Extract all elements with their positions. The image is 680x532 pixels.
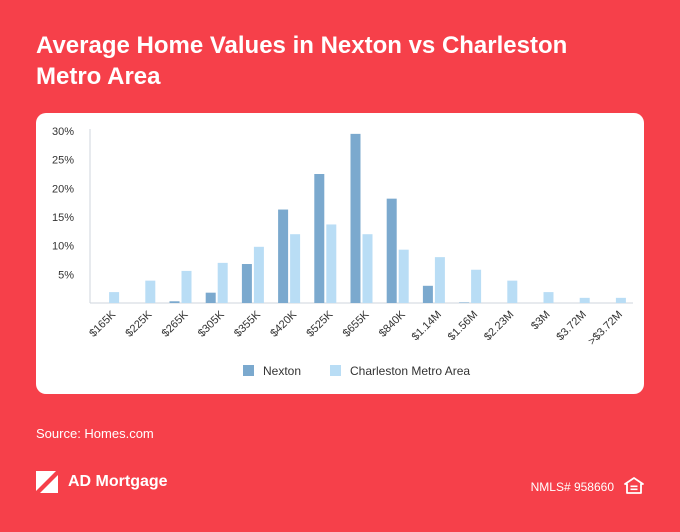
x-tick-label: $225K	[123, 308, 154, 339]
chart-card: 5% 10% 15% 20% 25% 30% $165K $225K $265K $305K $35…	[36, 113, 644, 394]
x-tick-label: $3.72M	[554, 309, 588, 343]
y-tick-label: 20%	[52, 183, 74, 195]
x-tick-label: $265K	[160, 308, 191, 339]
bar-charleston	[543, 292, 554, 303]
x-tick-label: $655K	[341, 308, 372, 339]
equal-housing-icon	[624, 477, 644, 494]
nmls-number: NMLS# 958660	[530, 480, 614, 494]
bar-charleston	[145, 280, 156, 303]
bar-charleston	[398, 249, 409, 303]
x-tick-label: $420K	[268, 308, 299, 339]
bar-nexton	[422, 285, 433, 303]
y-tick-label: 30%	[52, 126, 74, 138]
bar-charleston	[326, 224, 337, 303]
x-tick-label: $305K	[196, 308, 227, 339]
x-tick-label: $525K	[304, 308, 335, 339]
brand: AD Mortgage	[36, 471, 168, 493]
bar-nexton	[169, 301, 180, 303]
chart-title: Average Home Values in Nexton vs Charles…	[36, 32, 568, 90]
bar-charleston	[362, 234, 373, 303]
bar-charleston	[434, 257, 445, 303]
y-tick-label: 5%	[58, 269, 74, 281]
bar-chart: 5% 10% 15% 20% 25% 30% $165K $225K $265K $305K $35…	[52, 126, 633, 378]
y-tick-label: 10%	[52, 241, 74, 253]
bar-charleston	[109, 292, 120, 303]
legend-charleston-swatch	[330, 365, 341, 376]
brand-name: AD Mortgage	[68, 473, 168, 490]
legend-nexton-swatch	[243, 365, 254, 376]
bar-nexton	[205, 292, 216, 303]
x-tick-label: $840K	[377, 308, 408, 339]
bar-nexton	[459, 302, 470, 303]
x-tick-label: $1.14M	[410, 309, 444, 343]
bar-nexton	[386, 198, 397, 303]
x-tick-label: $3M	[529, 309, 553, 333]
y-tick-label: 15%	[52, 212, 74, 224]
bar-charleston	[615, 297, 626, 303]
bar-nexton	[278, 209, 289, 303]
bar-charleston	[471, 269, 482, 303]
x-tick-label: $165K	[87, 308, 118, 339]
bar-charleston	[253, 246, 264, 303]
bar-nexton	[241, 264, 252, 303]
bar-charleston	[290, 234, 301, 303]
legend-charleston-label: Charleston Metro Area	[350, 364, 470, 378]
bar-charleston	[181, 270, 192, 303]
legend-nexton-label: Nexton	[263, 364, 301, 378]
bar-charleston	[507, 280, 518, 303]
bar-nexton	[350, 133, 361, 303]
x-tick-label: >$3.72M	[586, 309, 625, 348]
x-tick-label: $355K	[232, 308, 263, 339]
x-tick-label: $1.56M	[446, 309, 480, 343]
x-tick-label: $2.23M	[482, 309, 516, 343]
source-note: Source: Homes.com	[36, 426, 154, 441]
ad-mortgage-logo-icon	[36, 471, 58, 493]
bar-nexton	[314, 174, 325, 303]
y-tick-label: 25%	[52, 155, 74, 167]
bar-charleston	[579, 297, 590, 303]
bar-charleston	[217, 262, 228, 303]
